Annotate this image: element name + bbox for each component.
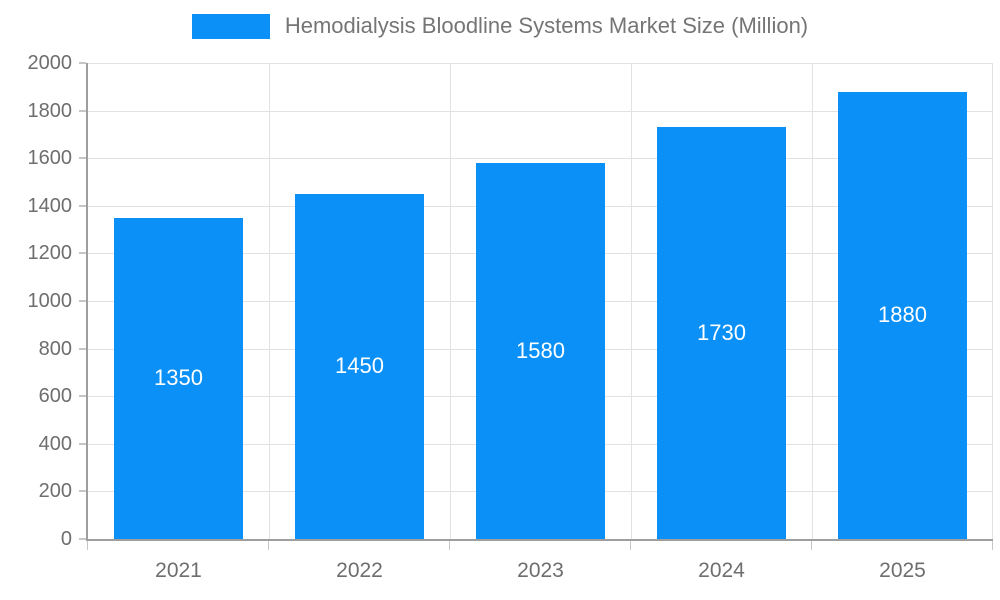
x-tick	[449, 541, 450, 550]
x-axis-label: 2021	[155, 559, 202, 582]
legend-item[interactable]: Hemodialysis Bloodline Systems Market Si…	[0, 13, 1000, 39]
y-axis-label: 1400	[27, 194, 73, 217]
y-gridline	[88, 63, 993, 64]
x-tick	[268, 541, 269, 550]
y-tick	[79, 252, 86, 255]
y-axis-label: 200	[38, 480, 72, 503]
y-axis-label: 1200	[27, 242, 73, 265]
bar-2024[interactable]: 1730	[656, 127, 787, 539]
y-tick	[79, 538, 86, 540]
x-gridline	[992, 63, 993, 539]
y-tick	[79, 157, 86, 160]
x-tick	[811, 541, 812, 550]
y-tick	[79, 490, 86, 493]
legend-swatch-icon	[191, 13, 270, 39]
y-axis-label: 2000	[27, 52, 73, 74]
y-tick	[79, 300, 86, 302]
x-axis-label: 2024	[698, 559, 745, 582]
y-axis-label: 0	[60, 528, 72, 550]
x-tick	[87, 541, 88, 550]
x-tick	[630, 541, 631, 550]
x-gridline	[631, 63, 632, 539]
y-tick	[79, 62, 86, 64]
legend-label: Hemodialysis Bloodline Systems Market Si…	[284, 13, 809, 38]
plot-area: 1350 1450 1580 1730 1880	[79, 62, 993, 550]
bar-2025[interactable]: 1880	[837, 91, 968, 539]
y-axis-label: 1000	[27, 290, 73, 312]
y-tick	[79, 109, 86, 112]
x-gridline	[269, 63, 270, 539]
y-axis-label: 400	[38, 432, 72, 455]
y-axis-label: 1600	[27, 147, 73, 170]
y-tick	[79, 395, 86, 398]
x-gridline	[812, 63, 813, 539]
x-axis-label: 2025	[879, 559, 926, 582]
bar-value-label: 1450	[335, 353, 384, 379]
x-gridline	[450, 63, 451, 539]
y-tick	[79, 204, 86, 207]
y-tick	[79, 347, 86, 350]
bar-value-label: 1880	[878, 302, 927, 328]
y-axis-label: 1800	[27, 99, 73, 122]
y-gridline	[88, 110, 993, 112]
bar-value-label: 1580	[516, 337, 565, 363]
y-gridline	[88, 158, 993, 160]
x-axis-label: 2023	[517, 559, 564, 582]
bar-2021[interactable]: 1350	[113, 217, 244, 539]
y-axis-label: 600	[38, 385, 72, 408]
bar-value-label: 1730	[697, 320, 746, 346]
bar-value-label: 1350	[154, 365, 203, 391]
bar-2023[interactable]: 1580	[475, 162, 606, 539]
y-axis-label: 800	[38, 337, 72, 360]
bar-2022[interactable]: 1450	[294, 193, 425, 539]
x-tick	[992, 541, 993, 550]
y-tick	[79, 442, 86, 445]
x-axis-label: 2022	[336, 559, 383, 582]
